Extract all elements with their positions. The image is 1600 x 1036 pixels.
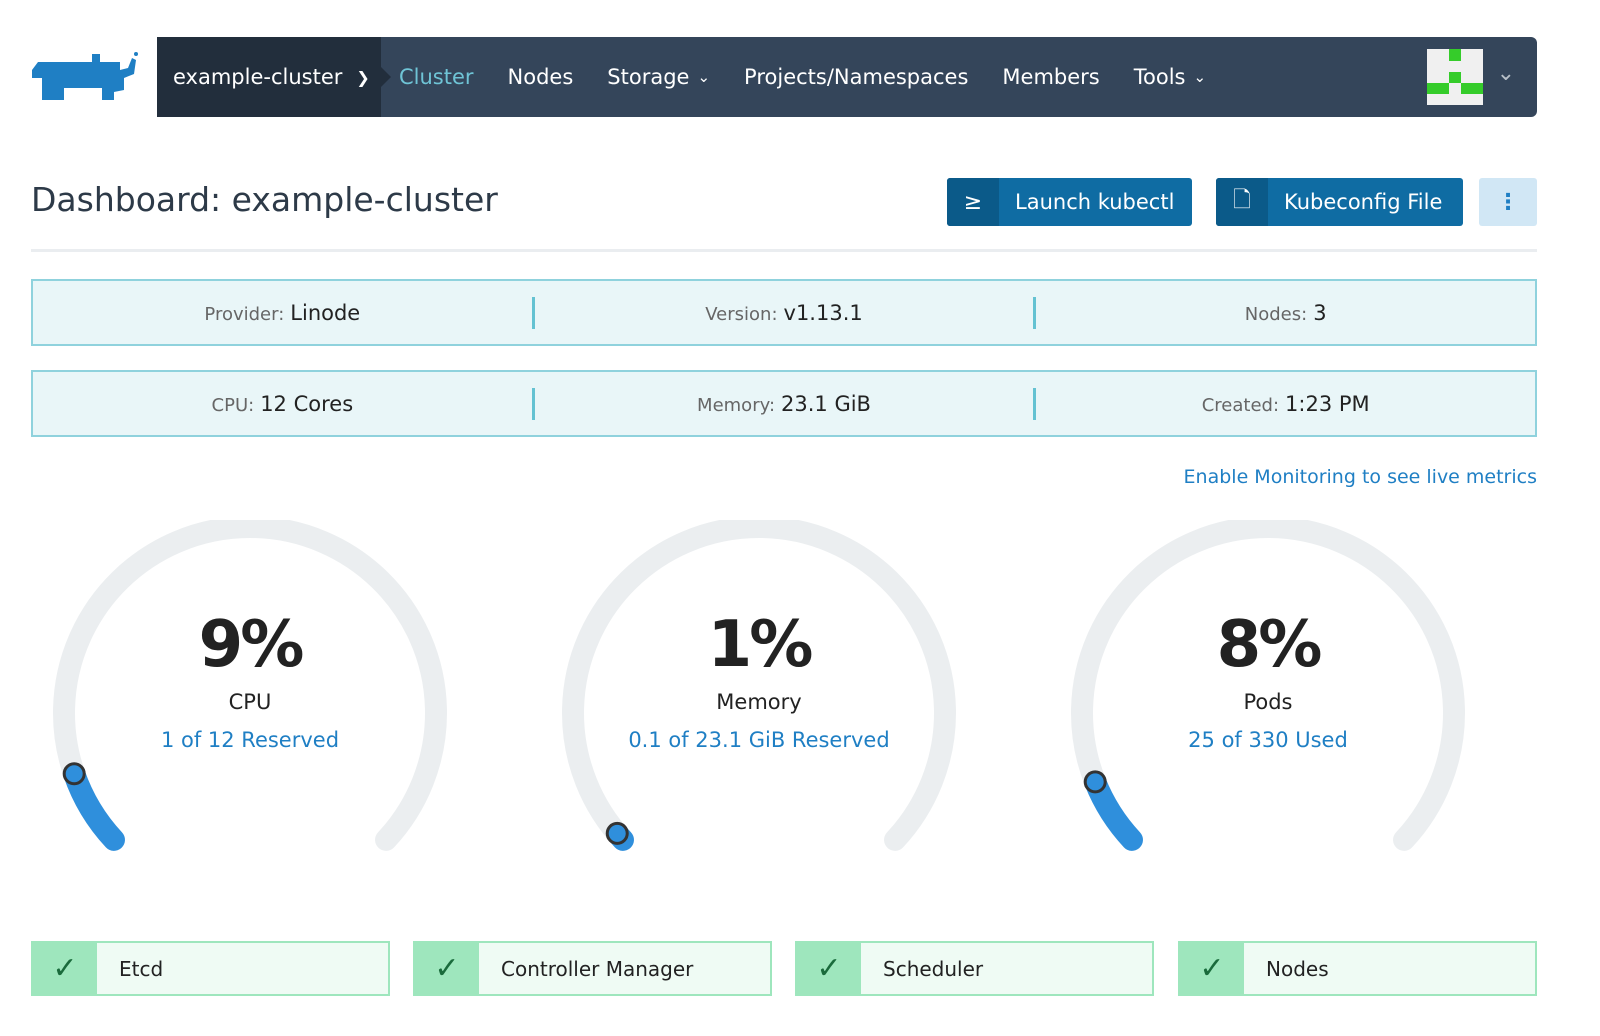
top-nav: example-cluster ❯ Cluster Nodes Storage ⌄ …	[157, 37, 1537, 117]
gauge-label: CPU	[228, 690, 272, 714]
enable-monitoring-link[interactable]: Enable Monitoring to see live metrics	[1183, 466, 1537, 488]
gauge-percent: 8%	[1216, 608, 1323, 682]
nav-nodes[interactable]: Nodes	[507, 65, 574, 89]
gauge-fill	[63, 762, 125, 851]
gauge-fill	[1084, 770, 1143, 851]
gauge-fill	[606, 822, 634, 851]
gauge-percent: 9%	[198, 608, 305, 682]
memory-gauge: 1% Memory 0.1 of 23.1 GiB Reserved	[549, 516, 969, 880]
user-menu-chevron-icon[interactable]: ⌄	[1496, 61, 1515, 86]
nav-cluster[interactable]: Cluster	[399, 65, 474, 89]
nodes-info: Nodes: 3	[1244, 300, 1327, 325]
cluster-selector[interactable]: example-cluster ❯	[157, 37, 391, 117]
status-nodes: ✓ Nodes	[1178, 941, 1537, 996]
divider	[31, 249, 1537, 252]
gauge-percent: 1%	[707, 608, 814, 682]
pods-gauge: 8% Pods 25 of 330 Used	[1058, 516, 1478, 880]
cluster-info-row-2: CPU: 12 Cores Memory: 23.1 GiB Created: 1:2…	[31, 370, 1537, 437]
nav-tools[interactable]: Tools ⌄	[1133, 65, 1207, 89]
gauge-handle	[1083, 770, 1107, 794]
nav-projects-namespaces[interactable]: Projects/Namespaces	[744, 65, 969, 89]
user-avatar[interactable]	[1427, 49, 1483, 105]
chevron-down-icon: ⌄	[1193, 68, 1207, 86]
gauge-track	[1071, 516, 1465, 851]
memory-info: Memory: 23.1 GiB	[697, 391, 871, 416]
nav-storage[interactable]: Storage ⌄	[607, 65, 711, 89]
gauge-handle	[605, 821, 629, 845]
page-title: Dashboard: example-cluster	[31, 180, 498, 219]
check-icon: ✓	[415, 943, 479, 994]
kebab-menu-icon: ⋮	[1497, 189, 1519, 215]
chevron-down-icon: ⌄	[697, 68, 711, 86]
gauge-label: Memory	[716, 690, 802, 714]
rancher-logo[interactable]	[30, 50, 138, 106]
kubeconfig-file-button[interactable]: 🗋 Kubeconfig File	[1216, 178, 1463, 226]
provider-info: Provider: Linode	[204, 300, 361, 325]
cluster-name: example-cluster	[173, 65, 343, 89]
gauge-handle	[62, 762, 86, 786]
check-icon: ✓	[1180, 943, 1244, 994]
cpu-info: CPU: 12 Cores	[211, 391, 354, 416]
cluster-info-row-1: Provider: Linode Version: v1.13.1 Nodes: 3	[31, 279, 1537, 346]
gauge-track	[562, 516, 956, 851]
version-info: Version: v1.13.1	[705, 300, 863, 325]
gauge-label: Pods	[1243, 690, 1293, 714]
gauge-subtext: 25 of 330 Used	[1188, 728, 1348, 752]
gauge-subtext: 0.1 of 23.1 GiB Reserved	[628, 728, 890, 752]
check-icon: ✓	[797, 943, 861, 994]
cpu-gauge: 9% CPU 1 of 12 Reserved	[40, 516, 460, 880]
status-etcd: ✓ Etcd	[31, 941, 390, 996]
nav-members[interactable]: Members	[1002, 65, 1100, 89]
file-icon: 🗋	[1216, 178, 1268, 226]
status-scheduler: ✓ Scheduler	[795, 941, 1154, 996]
gauge-subtext: 1 of 12 Reserved	[160, 728, 340, 752]
chevron-down-icon: ❯	[356, 67, 370, 87]
check-icon: ✓	[33, 943, 97, 994]
more-actions-button[interactable]: ⋮	[1479, 178, 1537, 226]
launch-kubectl-button[interactable]: ≥ Launch kubectl	[947, 178, 1192, 226]
status-controller-manager: ✓ Controller Manager	[413, 941, 772, 996]
gauge-track	[53, 516, 447, 851]
created-info: Created: 1:23 PM	[1201, 391, 1370, 416]
terminal-icon: ≥	[947, 178, 999, 226]
